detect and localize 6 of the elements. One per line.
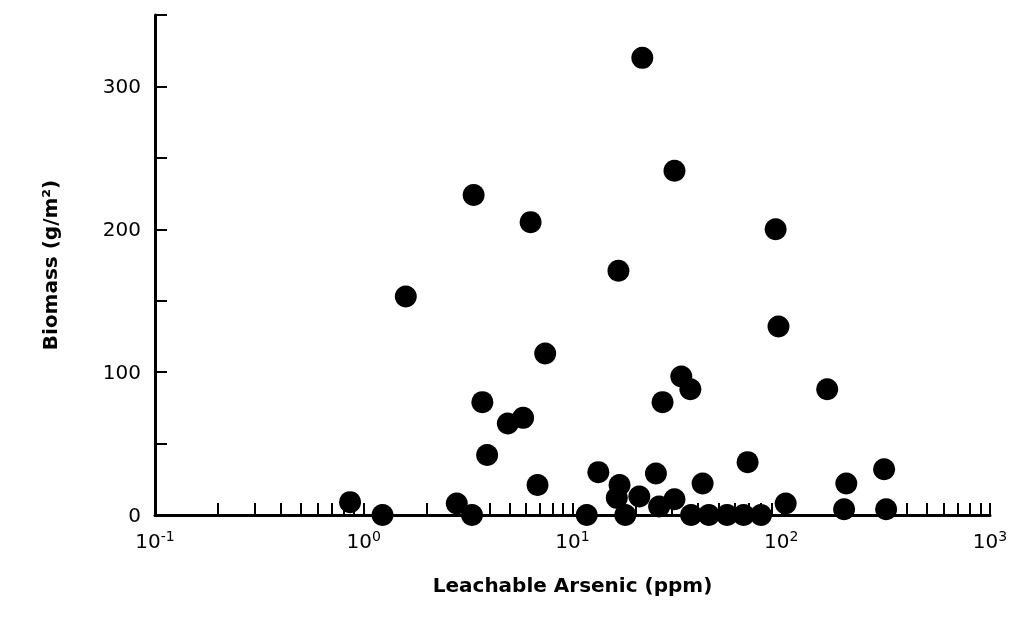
y-axis-title: Biomass (g/m²) xyxy=(38,179,62,351)
x-axis-title: Leachable Arsenic (ppm) xyxy=(432,573,713,597)
y-tick-label: 0 xyxy=(128,503,141,527)
y-tick-label: 100 xyxy=(102,360,141,385)
y-tick-label: 200 xyxy=(102,217,141,242)
y-tick-label: 300 xyxy=(102,74,141,99)
